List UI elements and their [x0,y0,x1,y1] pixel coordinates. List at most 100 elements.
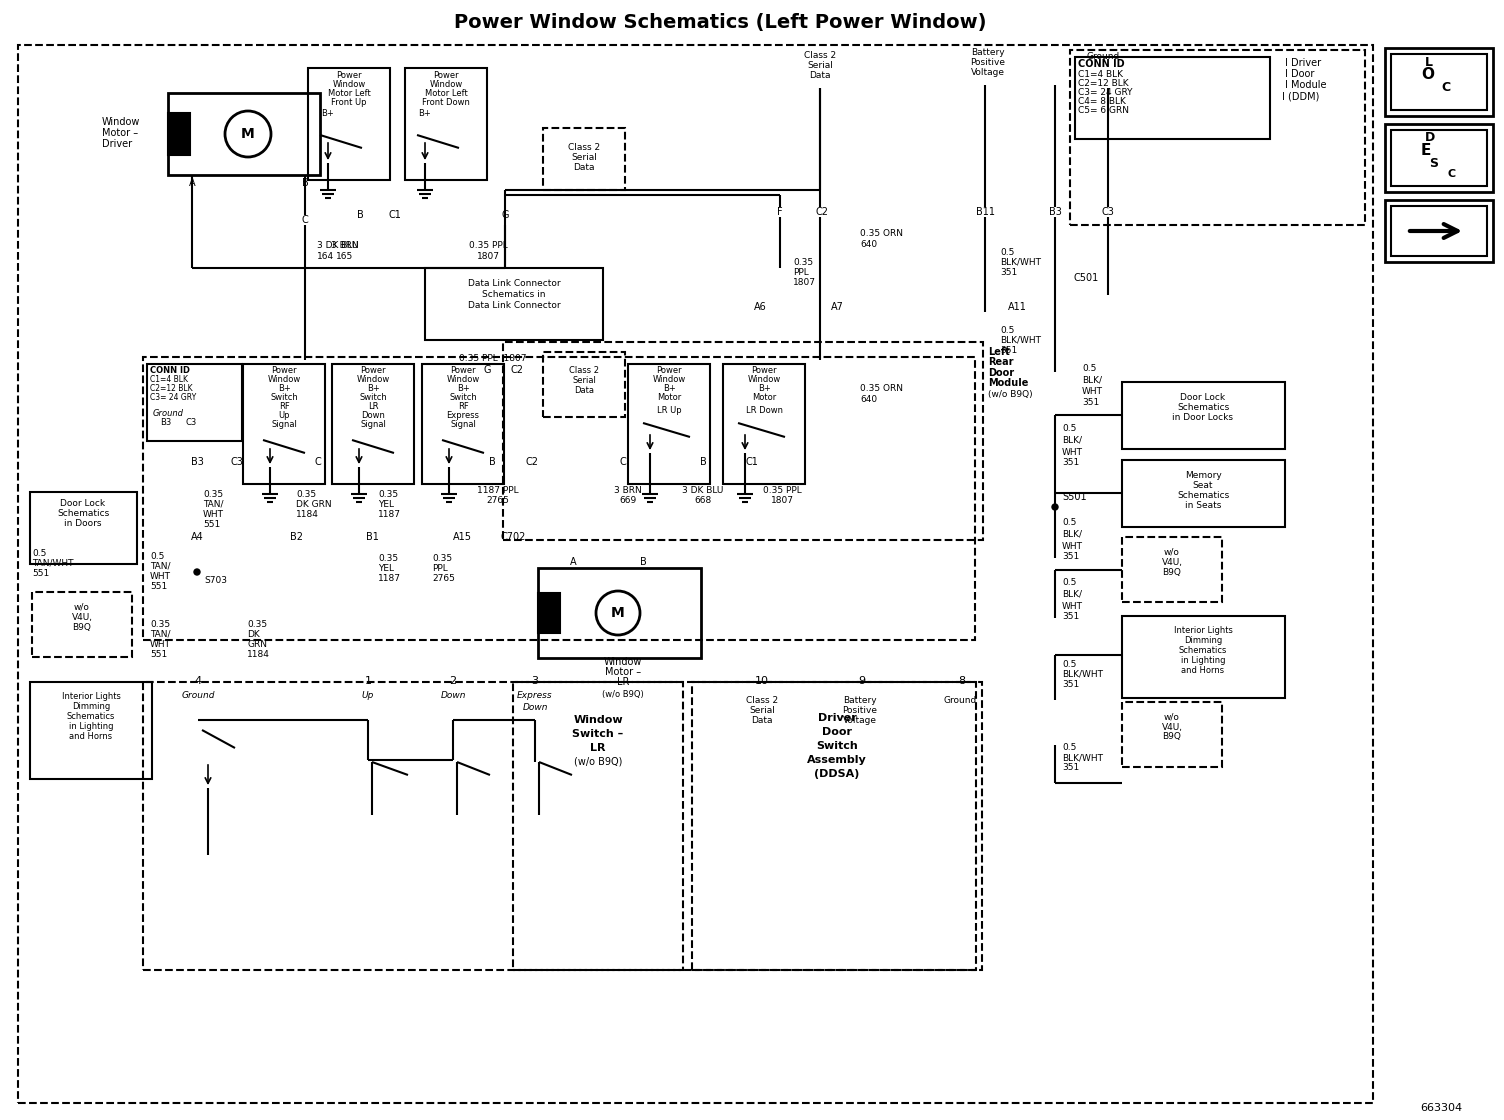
Text: YEL: YEL [378,563,394,572]
Text: 3 BRN: 3 BRN [614,485,642,495]
Text: C1=4 BLK: C1=4 BLK [150,374,188,383]
Text: Data: Data [809,71,830,80]
Text: BLK/WHT: BLK/WHT [1062,670,1102,679]
Text: Power: Power [656,365,681,374]
Text: C2: C2 [510,365,523,375]
Text: V4U,: V4U, [1161,722,1182,731]
Text: and Horns: and Horns [1182,665,1224,674]
Text: CONN ID: CONN ID [1078,59,1125,69]
Text: Positive: Positive [970,57,1006,66]
Text: C: C [302,215,308,225]
Text: Data: Data [573,162,594,171]
Text: 164: 164 [317,252,334,261]
Bar [168,113,190,155]
Bar [543,352,626,417]
Bar [332,364,414,484]
Bar [1122,460,1284,528]
Text: Schematics: Schematics [1176,402,1229,411]
Text: 0.5: 0.5 [1062,660,1077,669]
Text: 0.35 PPL  1807: 0.35 PPL 1807 [459,354,526,363]
Text: WHT: WHT [1081,386,1102,395]
Text: C3: C3 [230,457,244,467]
Text: Schematics in: Schematics in [483,289,546,299]
Text: in Lighting: in Lighting [1181,655,1226,664]
Text: B+: B+ [278,383,290,392]
Text: Assembly: Assembly [808,755,866,765]
Text: 351: 351 [1000,345,1017,355]
Text: 3: 3 [531,676,538,685]
Text: Window: Window [747,374,781,383]
Text: WHT: WHT [150,640,171,648]
Bar [1391,206,1487,256]
Text: RF: RF [278,401,289,411]
Text: Motor –: Motor – [102,128,138,138]
Text: Door Lock: Door Lock [1181,392,1226,401]
Bar [147,364,242,441]
Text: A11: A11 [1008,302,1026,312]
Text: TAN/: TAN/ [150,629,170,638]
Bar [1385,200,1493,262]
Text: Up: Up [278,411,290,420]
Text: C4= 8 BLK: C4= 8 BLK [1078,96,1126,105]
Text: Interior Lights: Interior Lights [62,691,120,700]
Text: C702: C702 [501,532,526,542]
Text: 0.35 PPL: 0.35 PPL [469,241,507,250]
Text: 1187: 1187 [378,573,402,582]
Text: Switch: Switch [817,741,857,752]
Text: Serial: Serial [749,706,775,715]
Text: B+: B+ [418,109,430,118]
Text: B9Q: B9Q [1163,568,1182,577]
Bar [143,682,976,970]
Bar [30,492,137,564]
Text: in Doors: in Doors [65,519,102,528]
Text: GRN: GRN [247,640,268,648]
Text: 1807: 1807 [477,252,499,261]
Text: WHT: WHT [203,510,224,519]
Bar [1122,702,1221,767]
Text: Window: Window [573,715,623,725]
Bar [32,592,132,657]
Bar [1122,536,1221,603]
Text: B: B [639,557,647,567]
Text: 165: 165 [337,252,353,261]
Text: C: C [1441,81,1450,93]
Text: LR: LR [368,401,378,411]
Text: C2: C2 [525,457,538,467]
Text: w/o: w/o [1164,712,1181,721]
Text: BLK/WHT: BLK/WHT [1000,258,1041,267]
Text: O: O [1421,66,1433,82]
Text: 0.5: 0.5 [1081,364,1096,373]
Text: TAN/: TAN/ [203,500,224,508]
Text: 1807: 1807 [770,495,794,504]
Text: Motor: Motor [657,392,681,401]
Text: A: A [570,557,576,567]
Text: 668: 668 [695,495,711,504]
Text: Serial: Serial [808,60,833,69]
Text: 0.5: 0.5 [1062,744,1077,753]
Text: 1187: 1187 [378,510,402,519]
Text: 351: 351 [1062,764,1080,773]
Text: C2=12 BLK: C2=12 BLK [150,383,193,392]
Text: 1187 PPL: 1187 PPL [477,485,519,495]
Text: C3= 24 GRY: C3= 24 GRY [150,392,196,401]
Text: Express: Express [517,691,553,700]
Text: Motor –: Motor – [605,668,641,676]
Text: CONN ID: CONN ID [150,365,190,374]
Text: 0.35 PPL: 0.35 PPL [763,485,802,495]
Text: 0.35: 0.35 [432,553,453,562]
Text: Data: Data [752,716,773,725]
Text: BLK/WHT: BLK/WHT [1000,336,1041,345]
Text: Signal: Signal [359,420,387,429]
Text: 351: 351 [1000,268,1017,277]
Text: C2=12 BLK: C2=12 BLK [1078,78,1128,87]
Text: S501: S501 [1062,492,1086,502]
Text: Up: Up [362,691,374,700]
Text: S703: S703 [205,576,227,585]
Text: Window: Window [332,80,365,88]
Text: Ground: Ground [182,691,215,700]
Text: RF: RF [457,401,468,411]
Text: Window: Window [603,657,642,668]
Bar [168,93,320,175]
Bar [30,682,152,780]
Text: A4: A4 [191,532,203,542]
